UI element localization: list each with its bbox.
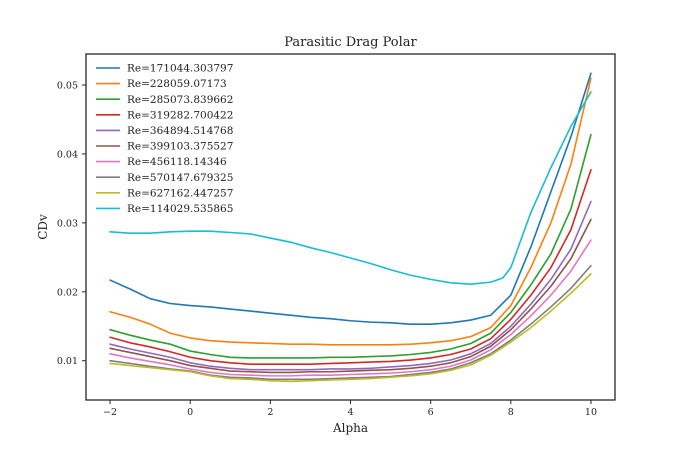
legend-label: Re=319282.700422	[127, 109, 233, 121]
series-line-10	[109, 91, 592, 286]
x-tick-label: 8	[508, 407, 514, 418]
x-tick-label: 6	[428, 407, 434, 418]
x-tick-label: −2	[103, 407, 117, 418]
legend-label: Re=364894.514768	[127, 125, 233, 137]
x-axis-label: Alpha	[332, 421, 368, 435]
legend-label: Re=456118.14346	[127, 156, 227, 168]
series-line-5	[109, 200, 592, 371]
series-line-7	[109, 239, 592, 377]
series-line-9	[109, 273, 592, 383]
legend-label: Re=399103.375527	[127, 141, 233, 153]
series-line-1	[109, 72, 592, 325]
y-axis-label: CDv	[36, 214, 50, 240]
y-tick-label: 0.01	[57, 356, 78, 367]
x-tick-label: 2	[267, 407, 273, 418]
legend-label: Re=171044.303797	[127, 63, 233, 75]
y-tick-label: 0.04	[57, 149, 78, 160]
legend: Re=171044.303797 Re=228059.07173 Re=285073…	[96, 63, 233, 215]
x-tick-label: 4	[347, 407, 353, 418]
y-tick-label: 0.05	[57, 81, 78, 92]
x-axis-ticks: −2 0 2 4 6 8 10	[103, 400, 597, 418]
plot-lines	[109, 72, 592, 383]
series-line-3	[109, 133, 592, 359]
x-tick-label: 10	[585, 407, 597, 418]
legend-label: Re=570147.679325	[127, 172, 233, 184]
legend-label: Re=228059.07173	[127, 78, 227, 90]
series-line-4	[109, 168, 592, 365]
legend-label: Re=627162.447257	[127, 187, 233, 199]
x-tick-label: 0	[187, 407, 193, 418]
series-line-6	[109, 218, 592, 374]
legend-label: Re=114029.535865	[127, 203, 233, 215]
chart-title: Parasitic Drag Polar	[284, 35, 417, 50]
series-line-2	[109, 77, 592, 346]
y-tick-label: 0.03	[57, 218, 78, 229]
legend-label: Re=285073.839662	[127, 94, 233, 106]
y-axis-ticks: 0.01 0.02 0.03 0.04 0.05	[57, 81, 86, 367]
y-tick-label: 0.02	[57, 287, 78, 298]
